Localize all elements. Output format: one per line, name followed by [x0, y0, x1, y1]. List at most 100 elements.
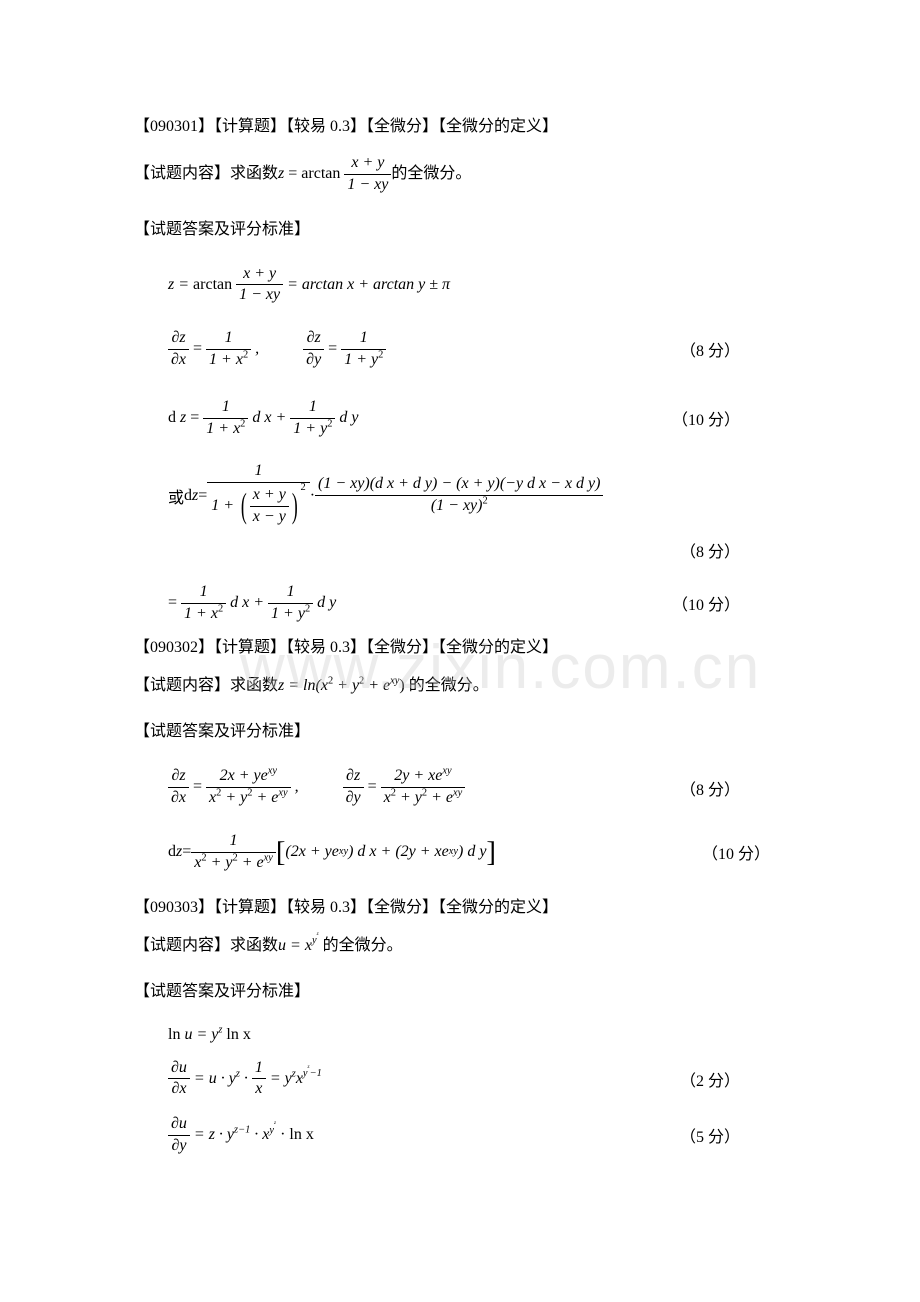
eq1-4-pts: （8 分） — [168, 538, 790, 562]
den: 1 − xy — [236, 285, 283, 306]
eq1-5: = 11 + x2 d x + 11 + y2 d y （10 分） — [168, 582, 790, 625]
d: x − y — [250, 507, 289, 528]
d: x2 + y2 + exy — [206, 788, 291, 809]
t: (1 − xy) — [431, 497, 483, 514]
dzx: ∂z∂x — [168, 766, 189, 809]
n: ∂z — [343, 766, 364, 788]
n: 1 — [191, 831, 276, 853]
t3: + e — [238, 854, 264, 871]
label: 【试题内容】 — [134, 677, 230, 694]
t: 1 + y — [344, 351, 378, 368]
t: 1 + x — [184, 605, 218, 622]
eq3-2: ∂u∂x = u · yz · 1x = yzxyz−1 （2 分） — [168, 1058, 790, 1101]
x: x — [296, 1070, 303, 1087]
d: ∂y — [303, 350, 324, 371]
bigfrac: 1 1 + (x + yx − y)2 — [207, 461, 309, 529]
eq-arctan: = arctan — [284, 165, 340, 182]
problem1-answer-label: 【试题答案及评分标准】 — [134, 218, 790, 242]
comma: , — [295, 778, 299, 795]
d: (1 − xy)2 — [315, 496, 603, 517]
dx: · x — [250, 1126, 269, 1143]
eq2-2: d z = 1 x2 + y2 + exy [(2x + yexy) d x +… — [168, 831, 790, 874]
d: 1 + (x + yx − y)2 — [207, 483, 309, 530]
dzy: ∂z∂y — [343, 766, 364, 809]
n: 1 — [206, 328, 251, 350]
b3: ) d y — [458, 843, 486, 861]
points: （5 分） — [680, 1123, 790, 1147]
eq-rhs: = arctan x + arctan y ± π — [283, 276, 450, 293]
dux: ∂u∂x — [168, 1058, 190, 1101]
f2: 11 + y2 — [268, 582, 313, 625]
p1: z = ln(x — [278, 677, 328, 694]
problem2-answer-label: 【试题答案及评分标准】 — [134, 720, 790, 744]
n: 1 — [203, 397, 248, 419]
problem2-header: 【090302】【计算题】【较易 0.3】【全微分】【全微分的定义】 — [134, 636, 790, 660]
dx: d x + — [252, 409, 290, 426]
t: 1 + x — [206, 420, 240, 437]
close: ) — [399, 677, 404, 694]
dzx: ∂z∂x — [168, 328, 189, 371]
n: ∂u — [168, 1058, 190, 1080]
d: ∂x — [168, 350, 189, 371]
eq3-3: ∂u∂y = z · yz−1 · xyz · ln x （5 分） — [168, 1114, 790, 1157]
d: 1 + y2 — [341, 350, 386, 371]
numerator: x + y — [344, 153, 391, 175]
problem2-content: 【试题内容】求函数z = ln(x2 + y2 + exy) 的全微分。 — [134, 674, 790, 698]
content-label: 【试题内容】 — [134, 165, 230, 182]
t2: + y — [221, 789, 247, 806]
frac3: (1 − xy)(d x + d y) − (x + y)(−y d x − x… — [315, 474, 603, 517]
d: ∂x — [168, 788, 189, 809]
fraction: x + y1 − xy — [344, 153, 391, 196]
f1: 11 + x2 — [203, 397, 248, 440]
xy: xy — [264, 852, 273, 863]
problem3-content: 【试题内容】求函数u = xyz 的全微分。 — [134, 934, 790, 958]
p3: + e — [364, 677, 390, 694]
f2: 11 + y2 — [290, 397, 335, 440]
label: 【试题内容】 — [134, 937, 230, 954]
problem3-answer-label: 【试题答案及评分标准】 — [134, 980, 790, 1004]
t: x — [384, 789, 391, 806]
d: x2 + y2 + exy — [381, 788, 466, 809]
problem1-header: 【090301】【计算题】【较易 0.3】【全微分】【全微分的定义】 — [134, 115, 790, 139]
d: x — [252, 1079, 266, 1100]
eq-fn: arctan — [193, 276, 232, 293]
xy: xy — [268, 766, 277, 777]
suffix: 的全微分。 — [409, 677, 489, 694]
points: （10 分） — [672, 406, 790, 430]
xy2: xy — [453, 788, 462, 799]
n: 2y + xexy — [381, 766, 466, 788]
t3: + e — [252, 789, 278, 806]
points: （10 分） — [672, 591, 790, 615]
comma: , — [255, 340, 259, 357]
lnx: ln x — [222, 1026, 250, 1043]
t2: + y — [207, 854, 233, 871]
problem1-content: 【试题内容】求函数z = arctan x + y1 − xy的全微分。 — [134, 153, 790, 196]
n: 1 — [268, 582, 313, 604]
t2: + y — [396, 789, 422, 806]
d: 1 + y2 — [268, 604, 313, 625]
n: ∂u — [168, 1114, 190, 1136]
d: ∂y — [343, 788, 364, 809]
n: 1 — [207, 461, 309, 483]
d: ∂x — [168, 1079, 190, 1100]
lnx: · ln x — [276, 1126, 314, 1143]
content-suffix: 的全微分。 — [391, 165, 471, 182]
problem3-header: 【090303】【计算题】【较易 0.3】【全微分】【全微分的定义】 — [134, 896, 790, 920]
d: 1 + y2 — [290, 419, 335, 440]
points: （8 分） — [680, 337, 790, 361]
prefix: 求函数 — [230, 937, 278, 954]
d: ∂y — [168, 1136, 190, 1157]
t: 1 + y — [271, 605, 305, 622]
n: 2x + yexy — [206, 766, 291, 788]
formula-z: z = arctan x + y1 − xy — [278, 165, 391, 182]
dy: d y — [317, 594, 336, 611]
n: 1 — [252, 1058, 266, 1080]
suffix: 的全微分。 — [319, 937, 403, 954]
t: 2y + xe — [394, 767, 442, 784]
num: x + y — [236, 264, 283, 286]
n: 1 — [290, 397, 335, 419]
b2: ) d x + (2y + xe — [348, 843, 449, 861]
duy: ∂u∂y — [168, 1114, 190, 1157]
content-prefix: 求函数 — [230, 165, 278, 182]
mid: = z · y — [194, 1126, 234, 1143]
